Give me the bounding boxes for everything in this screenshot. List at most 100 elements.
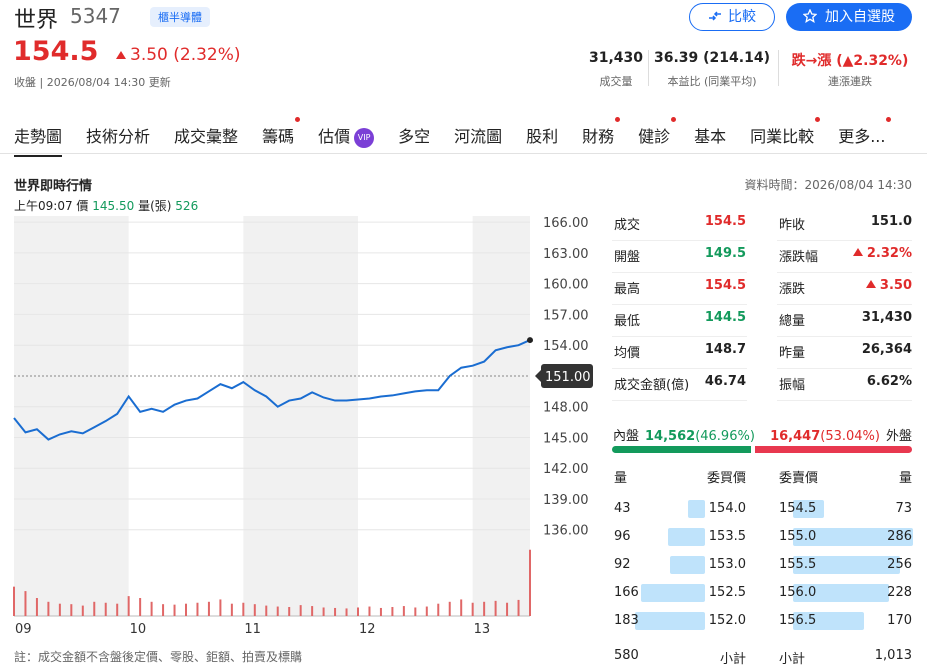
volume-bar	[506, 602, 509, 616]
inner-label: 內盤	[613, 429, 640, 444]
volume-bar	[425, 606, 428, 616]
tab[interactable]: 基本	[694, 123, 726, 157]
intraday-chart: 09 10 11 12 13 166.00 163.00 160.00 157.00 154.00…	[13, 216, 593, 637]
quote-value-cell: 26,364	[862, 342, 912, 357]
volume-bar	[414, 607, 417, 616]
volume-bar	[150, 601, 153, 616]
ask-price: 154.5	[779, 501, 817, 516]
quote-label: 均價	[614, 346, 641, 361]
volume-bar	[437, 603, 440, 616]
tab[interactable]: 河流圖	[454, 123, 502, 157]
quote-value-cell: 149.5	[705, 246, 746, 261]
volume-bar	[391, 607, 394, 616]
x-tick-label: 11	[244, 622, 261, 637]
outer-percent: (53.04%)	[820, 429, 880, 444]
add-watchlist-text: 加入自選股	[825, 9, 895, 25]
y-tick-label: 157.00	[543, 308, 589, 323]
tab-label: 估價	[318, 127, 351, 146]
tab[interactable]: 估價 VIP	[318, 123, 375, 157]
row-divider	[612, 400, 747, 401]
quote-value: 148.7	[704, 342, 746, 357]
add-watchlist-button[interactable]: 加入自選股	[786, 3, 912, 31]
panel-title: 世界即時行情	[14, 179, 93, 194]
tab[interactable]: 成交彙整	[174, 123, 238, 157]
notice-dot	[886, 117, 892, 122]
bid-total-label: 小計	[719, 652, 746, 667]
quote-value: 6.62%	[866, 374, 912, 389]
row-divider	[777, 336, 912, 337]
cursor-volume: 526	[175, 199, 199, 213]
tab[interactable]: 技術分析	[86, 123, 150, 157]
stat-label: 連漲連跌	[828, 75, 872, 88]
stat-value: 31,430	[588, 50, 644, 66]
data-time: 資料時間：2026/08/04 14:30	[744, 178, 912, 192]
price-line	[13, 339, 531, 441]
tab-label: 基本	[694, 127, 727, 146]
stock-name: 世界	[14, 8, 59, 33]
volume-bar	[58, 603, 61, 616]
up-arrow	[865, 280, 876, 288]
bid-price: 152.0	[708, 613, 746, 628]
quote-value-cell: 154.5	[705, 214, 746, 229]
volume-bar	[104, 602, 107, 616]
last-price: 154.5	[13, 36, 99, 67]
quote-label: 成交金額(億)	[614, 378, 690, 393]
cursor-price-label: 價	[76, 199, 89, 213]
ask-volume: 170	[887, 613, 912, 628]
tab[interactable]: 多空	[398, 123, 430, 157]
industry-tag[interactable]: 櫃半導體	[150, 7, 210, 27]
bid-volume: 43	[614, 501, 631, 516]
tab[interactable]: 更多...	[838, 117, 892, 157]
cursor-time: 上午09:07	[14, 199, 73, 213]
quote-value: 144.5	[704, 310, 746, 325]
volume-bar	[70, 604, 73, 616]
tab[interactable]: 股利	[526, 123, 558, 157]
update-time: 收盤 | 2026/08/04 14:30 更新	[14, 76, 171, 89]
outer-label: 外盤	[885, 429, 912, 444]
bid-volume: 183	[614, 613, 639, 628]
quote-value: 154.5	[704, 278, 746, 293]
tab[interactable]: 走勢圖	[14, 123, 63, 157]
ask-volume: 73	[895, 501, 912, 516]
volume-bar	[460, 599, 463, 616]
tab[interactable]: 健診	[638, 117, 677, 157]
x-tick-label: 10	[130, 622, 147, 637]
tab-label: 走勢圖	[14, 127, 63, 146]
volume-bar	[379, 607, 382, 616]
tab-label: 更多...	[838, 127, 886, 146]
tab[interactable]: 同業比較	[750, 117, 821, 157]
volume-bar	[116, 603, 119, 616]
row-divider	[612, 272, 747, 273]
price-change: 3.50 (2.32%)	[116, 45, 241, 65]
tab[interactable]: 籌碼	[262, 117, 301, 157]
ask-bar	[793, 584, 889, 602]
notice-dot	[815, 117, 821, 122]
inner-percent: (46.96%)	[695, 429, 755, 444]
vip-badge: VIP	[354, 128, 375, 148]
compare-text: 比較	[728, 9, 756, 25]
stat-label: 成交量	[599, 75, 633, 88]
inner-volume: 14,562	[645, 429, 696, 444]
tab[interactable]: 財務	[582, 117, 621, 157]
compare-button[interactable]: 比較	[689, 3, 775, 31]
bid-volume: 166	[614, 585, 639, 600]
ask-volume: 228	[887, 585, 912, 600]
quote-label: 漲跌幅	[779, 250, 819, 265]
quote-value-cell: 151.0	[871, 214, 912, 229]
hour-band	[472, 216, 530, 616]
row-divider	[777, 368, 912, 369]
last-price-dot	[527, 337, 533, 344]
volume-bar	[47, 601, 50, 616]
ask-price: 156.0	[779, 585, 817, 600]
stat-divider	[648, 50, 649, 86]
volume-bar	[322, 607, 325, 616]
volume-bar	[299, 605, 302, 616]
quote-value-cell: 46.74	[705, 374, 746, 389]
quote-label: 漲跌	[779, 282, 806, 297]
quote-label: 成交	[614, 218, 641, 233]
bid-bar	[641, 584, 705, 602]
y-tick-label: 139.00	[543, 493, 589, 508]
tab-bar: 走勢圖 技術分析 成交彙整 籌碼 估價 VIP 多空 河流圖 股利 財務 健診 基本 同業比較 更多...	[14, 117, 892, 157]
quote-label: 昨量	[779, 346, 806, 361]
